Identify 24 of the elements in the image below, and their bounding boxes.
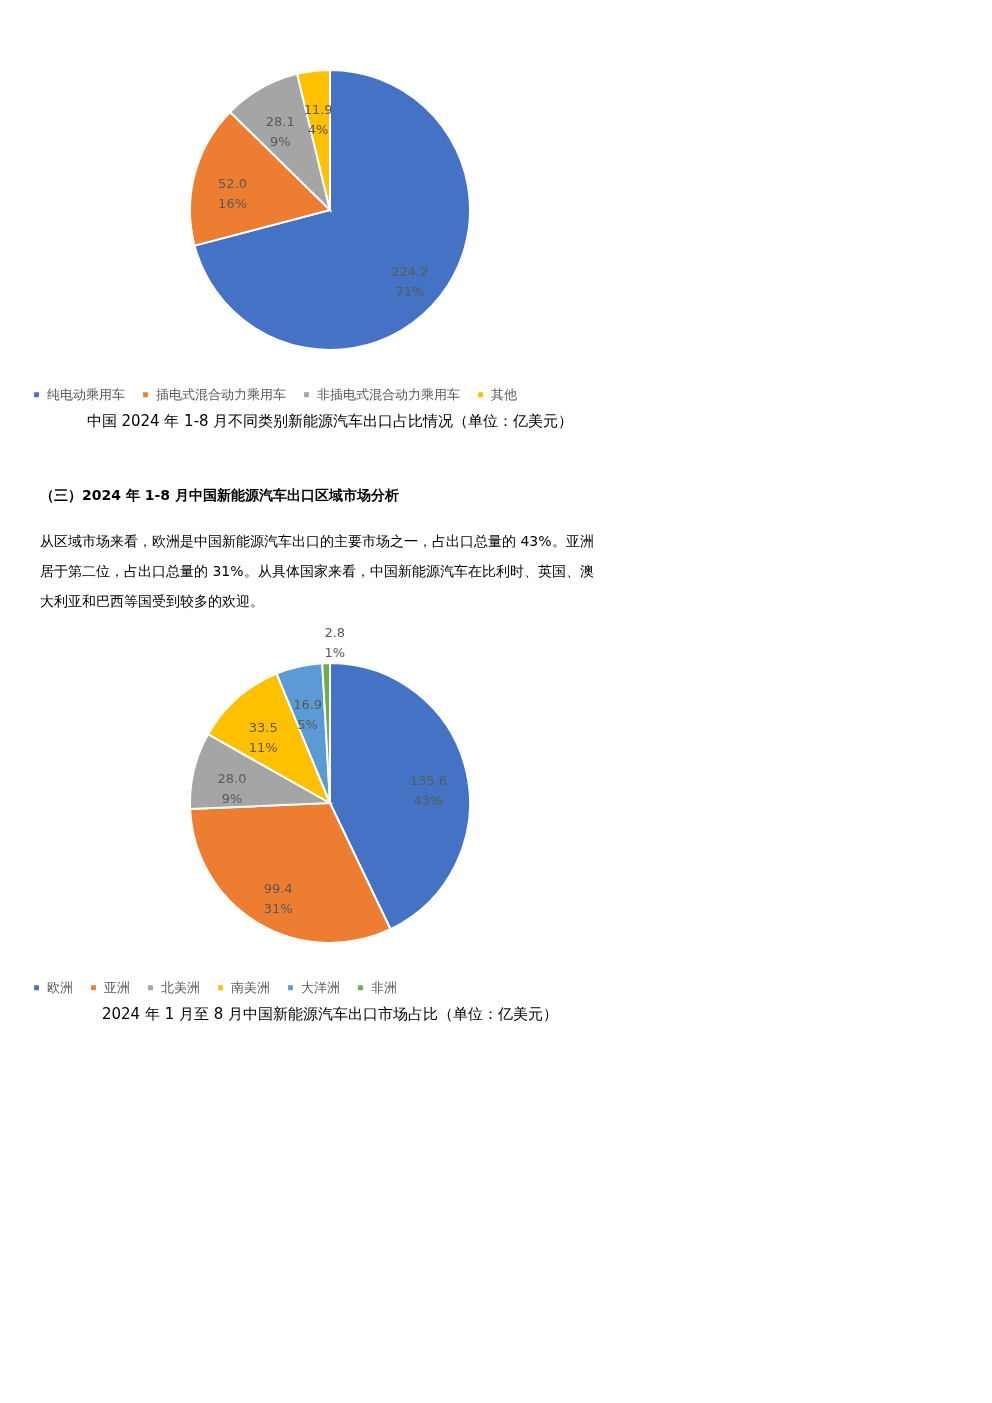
pie-slice — [193, 69, 471, 351]
data-label: 28.1 9% — [265, 114, 295, 150]
legend-label: 非插电式混合动力乘用车 — [317, 386, 460, 402]
data-label: 33.5 11% — [248, 719, 278, 755]
text: 中国 2024 年 1-8 月不同类别新能源汽车出口占比情况（单位：亿美元） — [86, 412, 574, 430]
legend-label: 其他 — [491, 386, 517, 402]
data-label: 135.6 43% — [409, 772, 447, 808]
data-label: 2.8 1% — [324, 625, 346, 661]
text: 从区域市场来看，欧洲是中国新能源汽车出口的主要市场之一，占出口总量的 43%。亚洲居于第二位，占出口总量的 31%。从具体国家来看，中国新能源汽车在比利时、英国、澳大利亚和巴西等国受到较多的欢迎。 — [40, 533, 594, 609]
legend-label: 非洲 — [371, 979, 397, 995]
text: 2024 年 1 月至 8 月中国新能源汽车出口市场占比（单位：亿美元） — [101, 1005, 559, 1023]
data-label: 16.9 5% — [293, 696, 323, 732]
data-label: 224.2 71% — [391, 263, 429, 299]
legend-label: 大洋洲 — [301, 979, 340, 995]
legend-label: 亚洲 — [104, 979, 130, 995]
legend-label: 插电式混合动力乘用车 — [156, 386, 286, 402]
legend-label: 欧洲 — [47, 979, 73, 995]
legend-label: 南美洲 — [231, 979, 270, 995]
text: （三）2024 年 1-8 月中国新能源汽车出口区域市场分析 — [40, 487, 399, 503]
legend-label: 北美洲 — [161, 979, 200, 995]
legend-label: 纯电动乘用车 — [47, 386, 125, 402]
data-label: 99.4 31% — [263, 881, 293, 917]
data-label: 52.0 16% — [218, 176, 248, 212]
data-label: 28.0 9% — [217, 771, 247, 807]
